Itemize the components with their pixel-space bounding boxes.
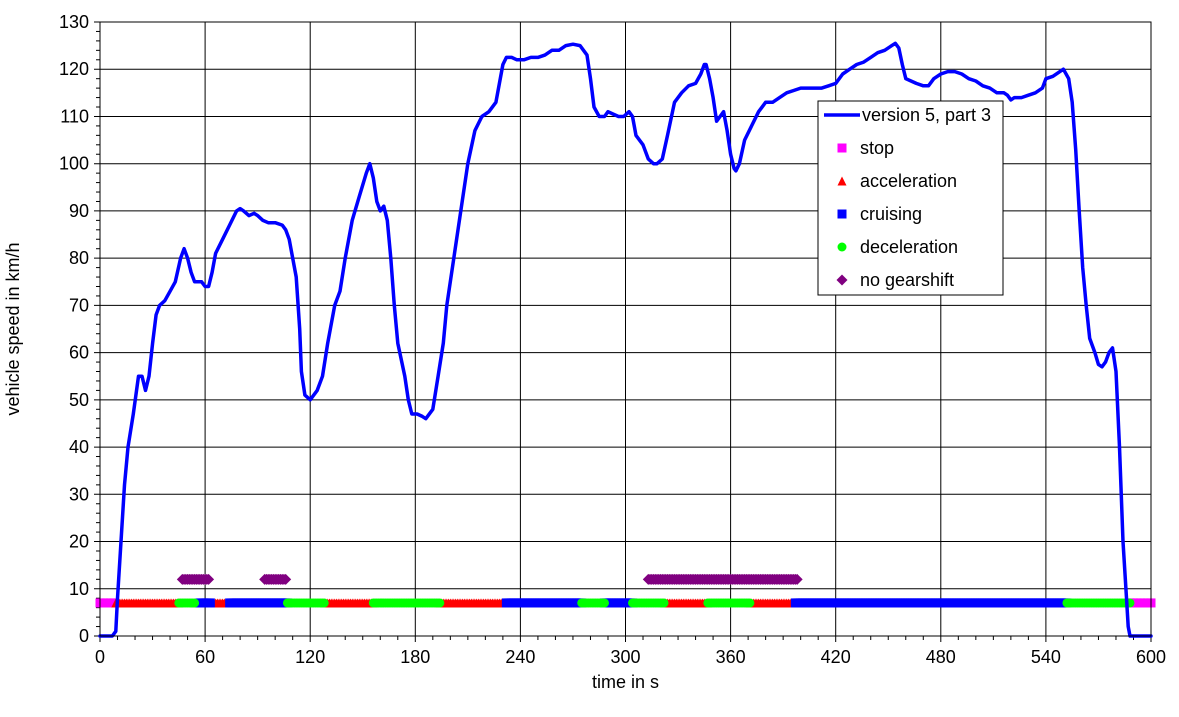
series-line-version-5-part-3	[98, 41, 1153, 638]
y-tick-label: 120	[59, 59, 89, 79]
y-axis-title: vehicle speed in km/h	[3, 242, 23, 415]
y-tick-label: 100	[59, 154, 89, 174]
y-tick-label: 50	[69, 390, 89, 410]
y-tick-label: 110	[60, 106, 89, 126]
point-deceleration	[435, 598, 445, 608]
x-tick-label: 240	[505, 647, 535, 667]
point-no-gearshift	[791, 573, 803, 585]
x-tick-label: 120	[295, 647, 325, 667]
y-tick-label: 0	[79, 626, 89, 646]
x-axis-title: time in s	[592, 672, 659, 692]
y-tick-labels: 0 10 20 30 40 50 60 70 80 90 100 110 120 130	[59, 12, 89, 646]
x-tick-label: 540	[1031, 647, 1061, 667]
legend-swatch-acceleration	[837, 176, 847, 186]
point-no-gearshift	[280, 573, 292, 585]
phase-markers	[95, 573, 1156, 608]
legend-label-version-5-part-3: version 5, part 3	[862, 105, 991, 125]
legend-label-cruising: cruising	[860, 204, 922, 224]
x-tick-label: 300	[610, 647, 640, 667]
point-deceleration	[745, 598, 755, 608]
y-tick-label: 30	[69, 484, 89, 504]
point-deceleration	[659, 598, 669, 608]
series-no-gearshift	[176, 573, 803, 585]
point-no-gearshift	[203, 573, 215, 585]
x-tick-label: 600	[1136, 647, 1166, 667]
series-lines	[98, 41, 1153, 638]
y-tick-label: 40	[69, 437, 89, 457]
x-tick-labels: 0 60 120 180 240 300 360 420 480 540 600	[95, 647, 1166, 667]
y-tick-label: 90	[69, 201, 89, 221]
legend-box	[817, 100, 1004, 296]
minor-ticks	[96, 30, 1134, 640]
legend: version 5, part 3 stop acceleration cruisin…	[817, 100, 1004, 296]
point-deceleration	[599, 598, 609, 608]
x-tick-label: 420	[821, 647, 851, 667]
point-deceleration	[190, 598, 200, 608]
legend-swatch-cruising	[837, 209, 847, 219]
y-tick-label: 80	[69, 248, 89, 268]
x-tick-label: 180	[400, 647, 430, 667]
legend-swatch-deceleration	[837, 242, 847, 252]
y-tick-label: 20	[69, 532, 89, 552]
x-tick-label: 480	[926, 647, 956, 667]
legend-label-deceleration: deceleration	[860, 237, 958, 257]
y-tick-label: 70	[69, 295, 89, 315]
legend-label-stop: stop	[860, 138, 894, 158]
x-tick-label: 60	[195, 647, 215, 667]
legend-swatch-no-gearshift	[836, 274, 848, 286]
y-tick-label: 10	[69, 579, 89, 599]
point-cruising	[205, 598, 215, 608]
y-tick-label: 130	[59, 12, 89, 32]
legend-swatch-stop	[837, 143, 847, 153]
plot-frame	[99, 21, 1152, 637]
y-tick-label: 60	[69, 343, 89, 363]
x-tick-label: 360	[716, 647, 746, 667]
legend-label-no-gearshift: no gearshift	[860, 270, 954, 290]
legend-label-acceleration: acceleration	[860, 171, 957, 191]
point-deceleration	[319, 598, 329, 608]
x-tick-label: 0	[95, 647, 105, 667]
series-deceleration	[174, 598, 1135, 608]
